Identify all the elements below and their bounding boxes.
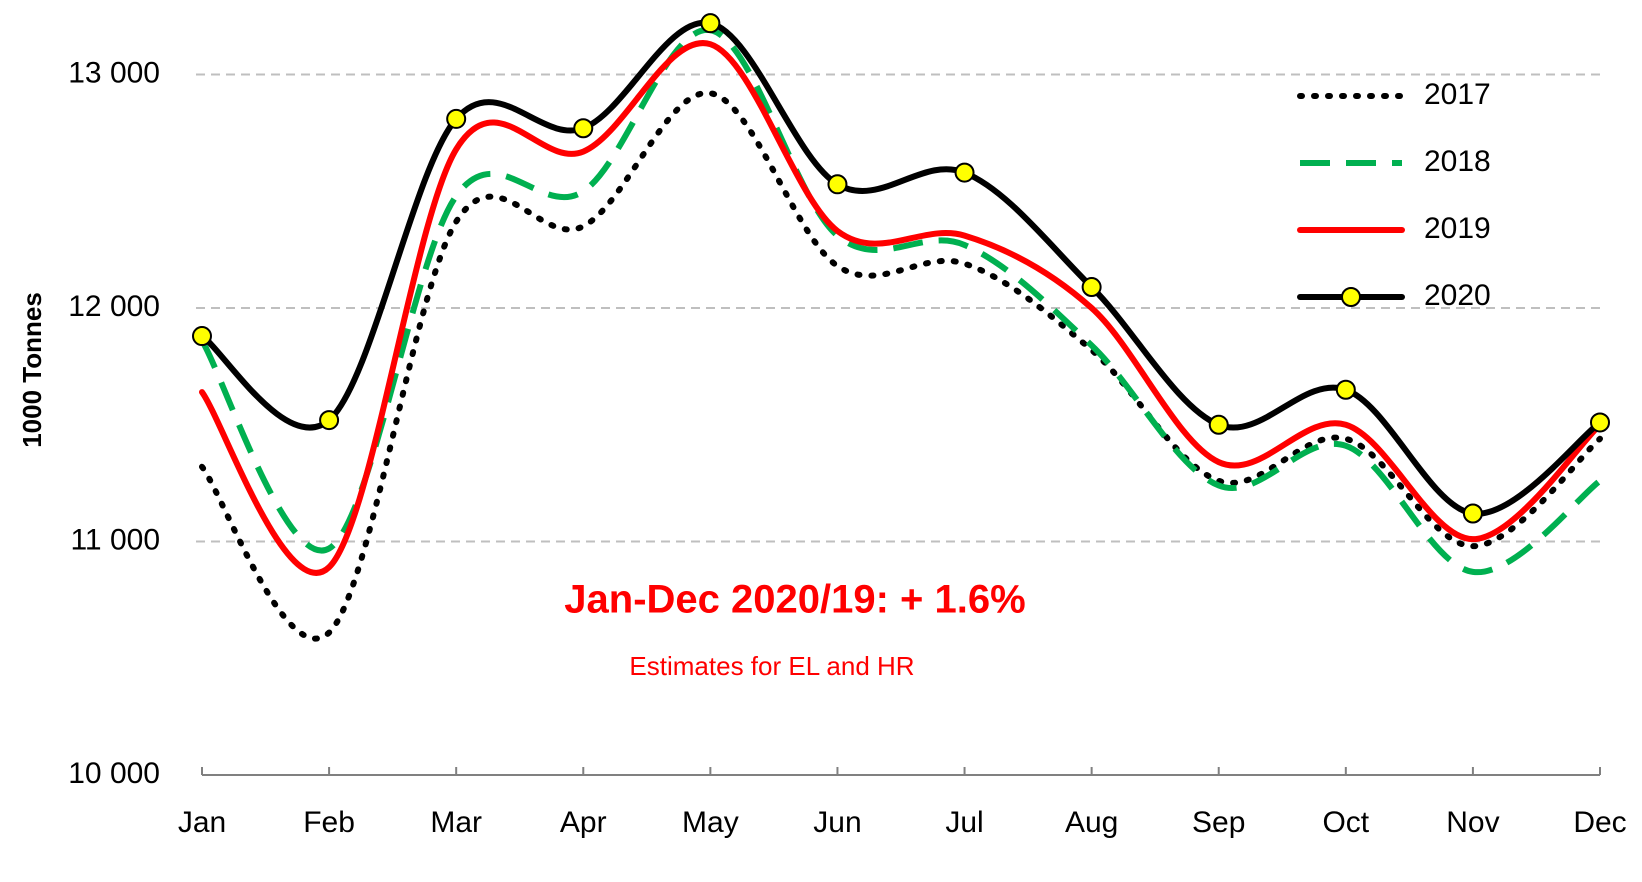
marker: [1590, 412, 1610, 433]
series-line: [199, 40, 1603, 576]
x-tick-label: Feb: [303, 806, 355, 839]
legend-label: 2020: [1424, 279, 1491, 312]
x-tick-label: Jun: [813, 806, 861, 839]
x-tick-label: Nov: [1446, 806, 1499, 839]
series-line: [199, 19, 1603, 517]
x-tick-label: Dec: [1573, 806, 1626, 839]
x-tick-label: Jan: [178, 806, 226, 839]
y-tick-label: 10 000: [68, 757, 160, 790]
y-axis-label: 1000 Tonnes: [17, 292, 47, 448]
marker: [1081, 277, 1102, 298]
x-tick-label: Oct: [1322, 806, 1369, 839]
y-tick-label: 12 000: [68, 290, 160, 323]
marker: [446, 108, 467, 129]
marker: [1462, 503, 1483, 524]
marker: [573, 118, 594, 139]
legend-marker: [1341, 287, 1361, 307]
x-tick-label: Sep: [1192, 806, 1245, 839]
annotation: Jan-Dec 2020/19: + 1.6%: [564, 578, 1025, 622]
x-tick-label: Apr: [560, 806, 607, 839]
legend-label: 2019: [1424, 212, 1491, 245]
marker: [954, 162, 975, 183]
x-tick-label: Jul: [945, 806, 983, 839]
marker: [700, 13, 721, 34]
y-tick-label: 11 000: [70, 523, 160, 556]
series-line: [199, 90, 1603, 642]
x-tick-label: May: [682, 806, 739, 839]
marker: [827, 174, 848, 195]
marker: [319, 410, 340, 431]
x-tick-label: Aug: [1065, 806, 1118, 839]
marker: [1335, 379, 1356, 400]
marker: [1208, 414, 1229, 435]
legend-label: 2018: [1424, 145, 1491, 178]
legend-label: 2017: [1424, 78, 1491, 111]
annotation: Estimates for EL and HR: [629, 651, 914, 681]
y-tick-label: 13 000: [68, 56, 160, 89]
series-line: [199, 27, 1602, 575]
marker: [192, 326, 212, 347]
x-tick-label: Mar: [430, 806, 482, 839]
